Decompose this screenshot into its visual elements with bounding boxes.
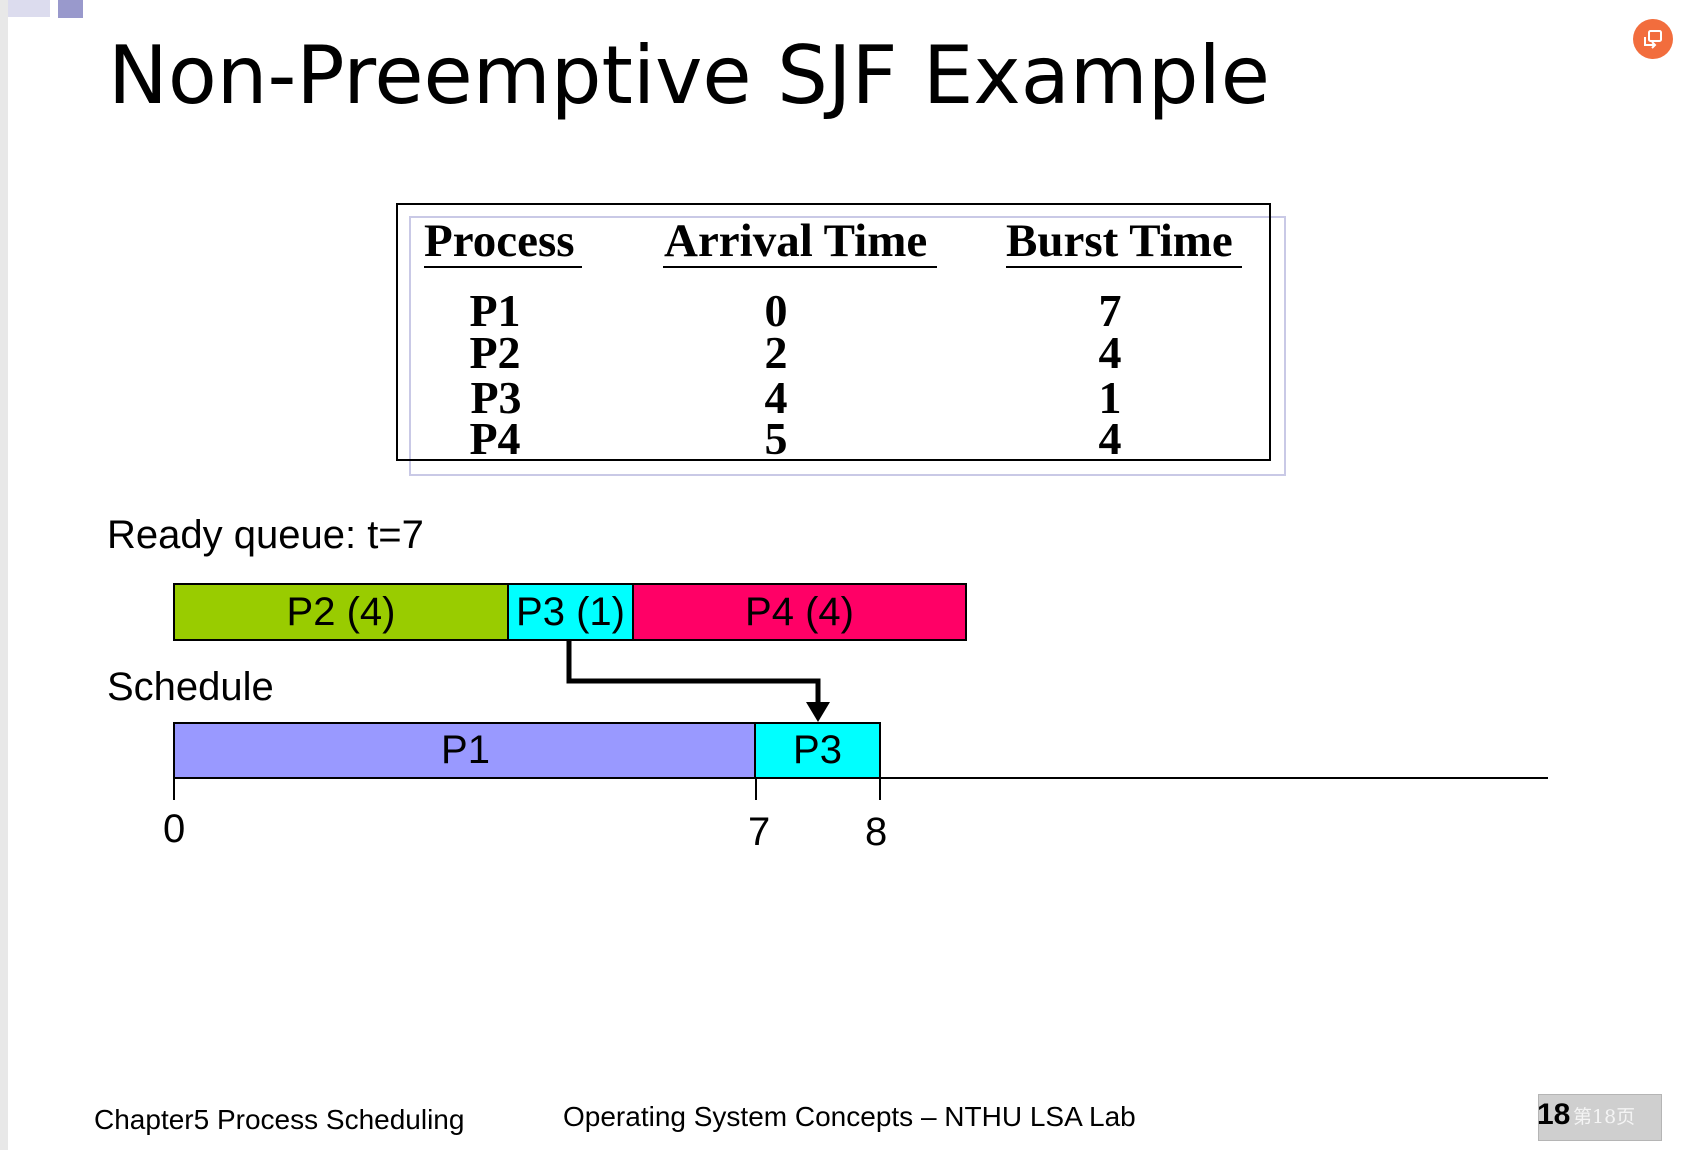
tick-label: 0 xyxy=(163,807,186,851)
slide-title: Non-Preemptive SJF Example xyxy=(108,29,1270,122)
page-label: 第18页 xyxy=(1573,1106,1636,1128)
schedule-label: Schedule xyxy=(107,665,274,709)
tick-label: 8 xyxy=(865,810,888,854)
column-header-process: Process xyxy=(424,215,575,267)
header-underline xyxy=(1006,266,1242,268)
page-edge xyxy=(0,0,8,1150)
column-header-arrival-time: Arrival Time xyxy=(664,215,928,267)
cell-arrival: 2 xyxy=(764,327,788,378)
column-header-burst-time: Burst Time xyxy=(1006,215,1233,267)
header-underline xyxy=(424,266,582,268)
cell-arrival: 5 xyxy=(764,413,788,464)
ready-queue-label: Ready queue: t=7 xyxy=(107,513,424,557)
decoration-block xyxy=(58,0,83,18)
dispatch-arrow xyxy=(566,641,821,705)
ready-queue-item: P4 (4) xyxy=(632,583,967,641)
schedule-block: P1 xyxy=(173,722,758,779)
cell-burst: 4 xyxy=(1098,327,1122,378)
share-icon xyxy=(1644,30,1662,49)
page-indicator xyxy=(1538,1094,1662,1141)
tick-label: 7 xyxy=(748,810,771,854)
footer-course: Operating System Concepts – NTHU LSA Lab xyxy=(563,1101,1136,1132)
table-shadow-border xyxy=(409,216,1286,476)
cell-process: P1 xyxy=(469,285,521,336)
cell-process: P2 xyxy=(469,327,521,378)
cell-arrival: 4 xyxy=(764,372,788,423)
cell-burst: 7 xyxy=(1098,285,1122,336)
cell-process: P4 xyxy=(469,413,521,464)
process-table xyxy=(396,203,1271,461)
cell-burst: 1 xyxy=(1098,372,1122,423)
ready-queue-item: P2 (4) xyxy=(173,583,509,641)
schedule-block: P3 xyxy=(754,722,881,779)
cell-burst: 4 xyxy=(1098,413,1122,464)
cell-arrival: 0 xyxy=(764,285,788,336)
cell-process: P3 xyxy=(470,372,522,423)
decoration-block xyxy=(8,0,50,17)
share-button[interactable] xyxy=(1633,19,1673,59)
arrow-head xyxy=(806,702,830,722)
header-underline xyxy=(663,266,937,268)
page-number: 18 xyxy=(1537,1098,1571,1131)
footer-chapter: Chapter5 Process Scheduling xyxy=(94,1104,465,1135)
